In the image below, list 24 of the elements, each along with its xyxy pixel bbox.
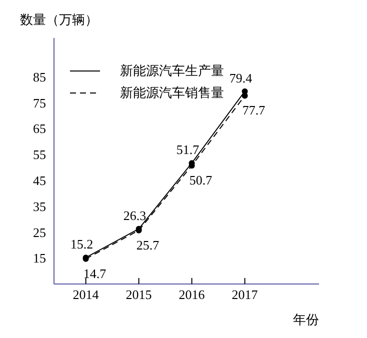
x-tick-label: 2016 — [178, 287, 206, 302]
data-label: 25.7 — [136, 237, 160, 252]
y-tick-label: 25 — [33, 224, 46, 240]
data-label: 26.3 — [123, 208, 146, 223]
x-tick-label: 2014 — [72, 287, 100, 302]
data-label: 15.2 — [70, 236, 94, 252]
x-tick-label: 2015 — [126, 287, 152, 302]
x-axis-title: 年份 — [293, 312, 319, 327]
y-tick-label: 85 — [33, 69, 46, 84]
y-axis-title: 数量（万辆） — [20, 12, 98, 27]
y-tick-label: 55 — [33, 147, 46, 162]
x-tick-label: 2017 — [232, 287, 258, 302]
data-label: 51.7 — [176, 142, 200, 158]
y-tick-label: 45 — [33, 173, 46, 188]
y-tick-label: 65 — [33, 121, 46, 136]
data-label: 14.7 — [83, 266, 107, 281]
y-tick-label: 75 — [33, 95, 46, 110]
data-label: 50.7 — [189, 172, 213, 188]
legend-label: 新能源汽车销售量 — [120, 84, 224, 102]
y-tick-label: 15 — [33, 250, 46, 266]
legend-label: 新能源汽车生产量 — [120, 62, 224, 80]
data-label: 79.4 — [229, 70, 253, 86]
data-label: 77.7 — [242, 102, 266, 118]
y-tick-label: 35 — [33, 198, 46, 214]
